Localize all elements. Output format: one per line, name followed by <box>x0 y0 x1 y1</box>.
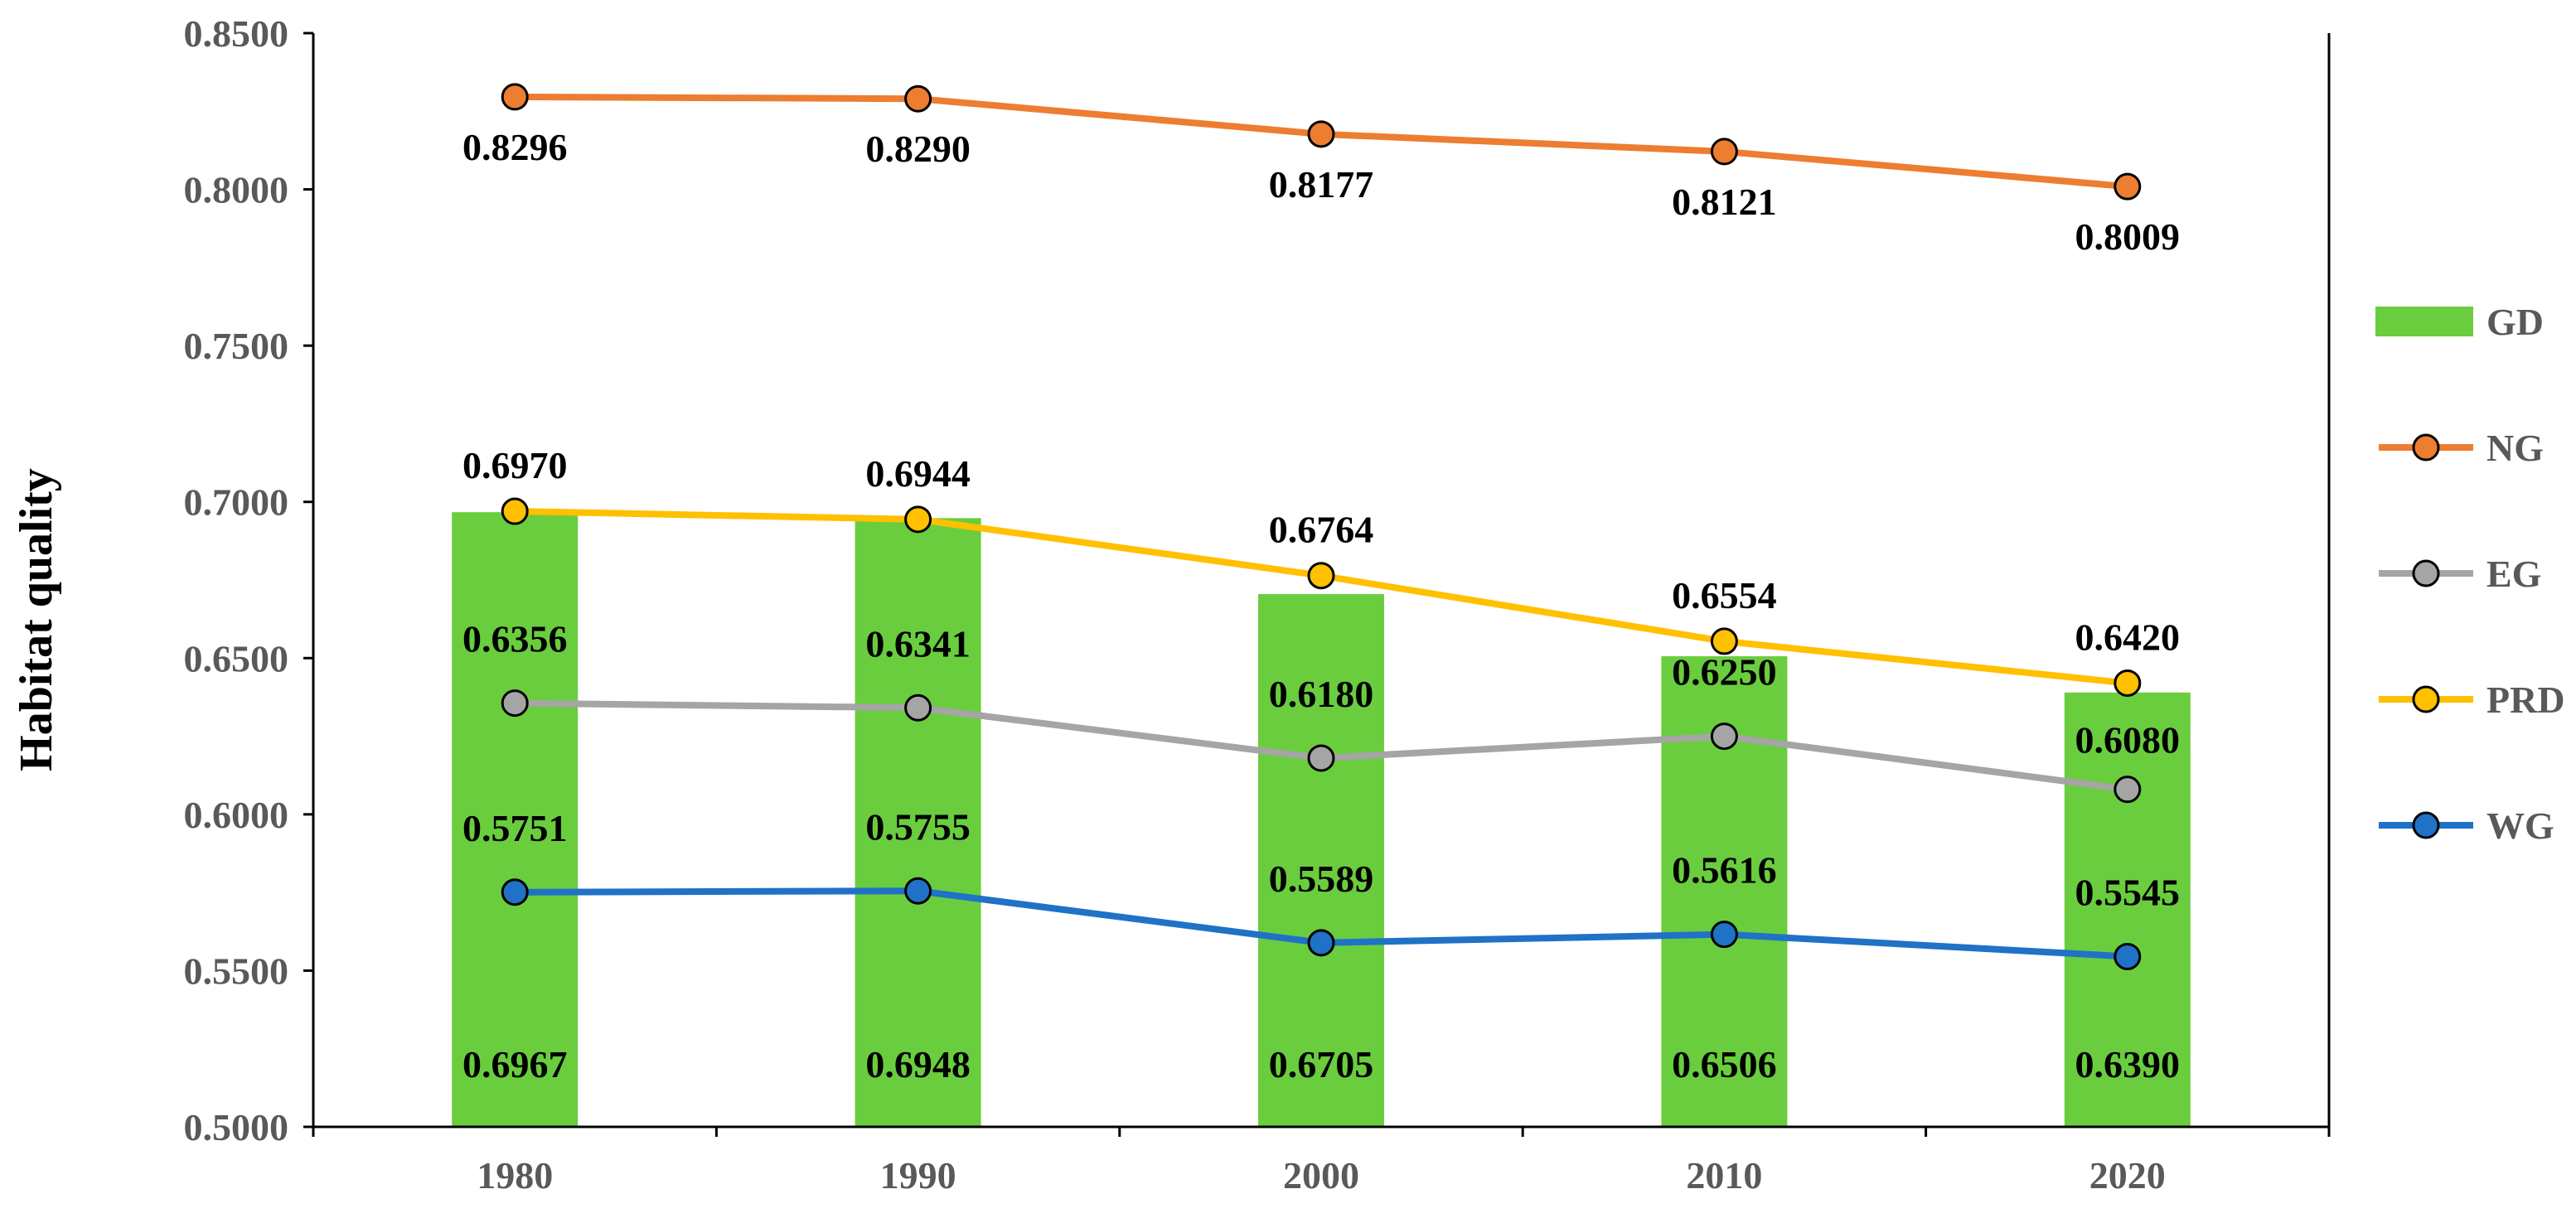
legend: GD NG EG PRD WG <box>2375 301 2565 847</box>
y-tick-label: 0.5000 <box>184 1106 289 1148</box>
label-wg-2020: 0.5545 <box>2075 871 2181 913</box>
x-tick-label: 2020 <box>2089 1154 2166 1196</box>
point-ng-2020 <box>2114 172 2142 201</box>
point-eg-1990 <box>904 694 932 722</box>
label-gd-2020: 0.6390 <box>2075 1043 2181 1085</box>
label-wg-1980: 0.5751 <box>462 807 568 849</box>
label-prd-2010: 0.6554 <box>1672 574 1777 616</box>
label-gd-1990: 0.6948 <box>865 1043 971 1085</box>
legend-swatch-gd <box>2375 307 2473 336</box>
point-ng-2000 <box>1307 120 1335 148</box>
x-tick-label: 1980 <box>477 1154 553 1196</box>
point-eg-2000 <box>1307 744 1335 772</box>
axes-layer: 0.5000 0.5500 0.6000 0.6500 0.7000 0.7500 0.80… <box>184 12 2331 1196</box>
y-tick-label: 0.8500 <box>184 12 289 55</box>
point-eg-2020 <box>2114 776 2142 804</box>
bar-gd-1980 <box>452 512 579 1127</box>
y-axis-title: Habitat quality <box>11 468 62 771</box>
point-ng-1980 <box>501 83 529 111</box>
point-wg-1980 <box>501 878 529 906</box>
x-tick-label: 1990 <box>880 1154 956 1196</box>
legend-label-gd: GD <box>2486 301 2544 343</box>
point-prd-1980 <box>501 497 529 525</box>
legend-marker-wg <box>2412 811 2440 839</box>
point-eg-1980 <box>501 689 529 718</box>
point-ng-2010 <box>1710 138 1738 166</box>
label-prd-1980: 0.6970 <box>462 444 568 486</box>
label-wg-1990: 0.5755 <box>865 805 971 848</box>
y-tick-label: 0.6000 <box>184 794 289 836</box>
label-prd-2020: 0.6420 <box>2075 616 2181 658</box>
label-prd-1990: 0.6944 <box>865 452 971 495</box>
label-ng-2020: 0.8009 <box>2075 215 2181 258</box>
point-prd-2000 <box>1307 562 1335 590</box>
point-wg-1990 <box>904 877 932 905</box>
x-tick-label: 2010 <box>1686 1154 1762 1196</box>
legend-marker-prd <box>2412 685 2440 713</box>
label-eg-1980: 0.6356 <box>462 618 568 660</box>
bars-layer <box>452 512 2191 1127</box>
label-ng-1980: 0.8296 <box>462 126 568 168</box>
point-prd-2010 <box>1710 627 1738 655</box>
legend-label-ng: NG <box>2486 427 2544 469</box>
legend-label-eg: EG <box>2486 553 2541 595</box>
point-eg-2010 <box>1710 723 1738 751</box>
label-prd-2000: 0.6764 <box>1269 509 1374 551</box>
point-prd-2020 <box>2114 669 2142 697</box>
legend-label-wg: WG <box>2486 805 2554 847</box>
labels-layer: 0.8296 0.8290 0.8177 0.8121 0.8009 0.6970 0.69… <box>462 126 2180 1085</box>
label-ng-2000: 0.8177 <box>1269 163 1374 205</box>
y-tick-label: 0.6500 <box>184 637 289 679</box>
label-eg-2000: 0.6180 <box>1269 673 1374 715</box>
y-tick-label: 0.5500 <box>184 950 289 992</box>
label-eg-2020: 0.6080 <box>2075 719 2181 761</box>
legend-marker-ng <box>2412 433 2440 462</box>
bar-gd-2020 <box>2064 692 2191 1127</box>
label-ng-1990: 0.8290 <box>865 128 971 170</box>
label-gd-1980: 0.6967 <box>462 1043 568 1085</box>
label-gd-2000: 0.6705 <box>1269 1043 1374 1085</box>
point-wg-2010 <box>1710 921 1738 949</box>
point-wg-2000 <box>1307 929 1335 957</box>
y-tick-label: 0.8000 <box>184 169 289 211</box>
y-tick-label: 0.7500 <box>184 325 289 367</box>
legend-label-prd: PRD <box>2486 679 2565 721</box>
point-prd-1990 <box>904 505 932 534</box>
y-tick-label: 0.7000 <box>184 481 289 524</box>
label-ng-2010: 0.8121 <box>1672 181 1777 223</box>
label-wg-2010: 0.5616 <box>1672 849 1777 892</box>
bar-gd-2000 <box>1258 593 1384 1127</box>
label-eg-1990: 0.6341 <box>865 622 971 665</box>
legend-marker-eg <box>2412 559 2440 587</box>
point-ng-1990 <box>904 85 932 113</box>
label-wg-2000: 0.5589 <box>1269 858 1374 900</box>
label-gd-2010: 0.6506 <box>1672 1043 1777 1085</box>
point-wg-2020 <box>2114 942 2142 970</box>
x-tick-label: 2000 <box>1283 1154 1359 1196</box>
label-eg-2010: 0.6250 <box>1672 651 1777 694</box>
bar-gd-1990 <box>855 518 981 1127</box>
lines-layer <box>501 83 2142 970</box>
